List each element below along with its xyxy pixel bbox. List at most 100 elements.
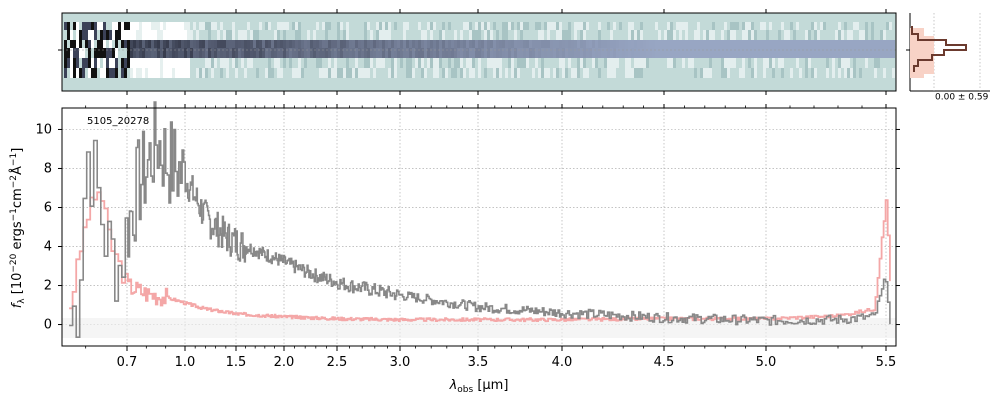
spectrum-2d-pixel <box>841 68 844 78</box>
spectrum-2d-pixel <box>100 30 103 40</box>
spectrum-2d-pixel <box>517 58 520 68</box>
spectrum-2d-pixel <box>211 22 214 30</box>
spectrum-2d-pixel <box>118 22 121 30</box>
spectrum-2d-pixel <box>715 22 718 30</box>
spectrum-2d-pixel <box>478 40 481 48</box>
spectrum-2d-pixel <box>808 40 811 48</box>
spectrum-2d-pixel <box>100 58 103 68</box>
spectrum-2d-pixel <box>472 40 475 48</box>
spectrum-2d-pixel <box>640 48 643 58</box>
spectrum-2d-pixel <box>115 30 118 40</box>
spectrum-2d-pixel <box>817 30 820 40</box>
spectrum-2d-pixel <box>892 40 895 48</box>
spectrum-2d-pixel <box>535 40 538 48</box>
spectrum-2d-pixel <box>403 30 406 40</box>
spectrum-2d-pixel <box>517 48 520 58</box>
spectrum-2d-pixel <box>133 48 136 58</box>
spectrum-2d-pixel <box>556 58 559 68</box>
spectrum-2d-pixel <box>532 30 535 40</box>
spectrum-2d-pixel <box>739 68 742 78</box>
spectrum-2d-pixel <box>481 40 484 48</box>
spectrum-2d-pixel <box>850 68 853 78</box>
spectrum-2d-pixel <box>70 30 73 40</box>
spectrum-2d-pixel <box>517 68 520 78</box>
spectrum-2d-pixel <box>106 48 109 58</box>
spectrum-2d-pixel <box>430 30 433 40</box>
spectrum-2d-pixel <box>451 40 454 48</box>
spectrum-2d-pixel <box>91 30 94 40</box>
spectrum-2d-pixel <box>373 48 376 58</box>
spectrum-2d-pixel <box>580 30 583 40</box>
spectrum-2d-pixel <box>580 22 583 30</box>
y-tick-label: 8 <box>44 161 52 176</box>
spectrum-2d-pixel <box>259 30 262 40</box>
spectrum-2d-pixel <box>244 40 247 48</box>
spectrum-2d-pixel <box>361 22 364 30</box>
spectrum-2d-pixel <box>793 58 796 68</box>
model-series <box>69 191 891 323</box>
spectrum-2d-pixel <box>226 68 229 78</box>
spectrum-2d-pixel <box>736 40 739 48</box>
spectrum-2d-pixel <box>751 30 754 40</box>
spectrum-2d-pixel <box>763 40 766 48</box>
spectrum-2d-pixel <box>112 22 115 30</box>
spectrum-2d-pixel <box>316 30 319 40</box>
x-tick-label: 0.7 <box>117 355 138 370</box>
spectrum-2d-pixel <box>256 22 259 30</box>
spectrum-2d-pixel <box>358 22 361 30</box>
spectrum-2d-pixel <box>655 22 658 30</box>
spectrum-2d-pixel <box>313 48 316 58</box>
spectrum-2d-pixel <box>202 30 205 40</box>
spectrum-2d-pixel <box>730 22 733 30</box>
spectrum-2d-pixel <box>778 58 781 68</box>
y-tick-label: 6 <box>44 200 52 215</box>
spectrum-2d-pixel <box>703 40 706 48</box>
spectrum-2d-pixel <box>643 68 646 78</box>
spectrum-2d-pixel <box>721 30 724 40</box>
spectrum-2d-pixel <box>574 48 577 58</box>
spectrum-2d-pixel <box>619 30 622 40</box>
spectrum-2d-pixel <box>877 48 880 58</box>
spectrum-2d-pixel <box>253 68 256 78</box>
spectrum-2d-pixel <box>619 22 622 30</box>
spectrum-2d-pixel <box>673 40 676 48</box>
spectrum-2d-pixel <box>820 22 823 30</box>
spectrum-2d-pixel <box>874 58 877 68</box>
spectrum-2d-pixel <box>724 58 727 68</box>
spectrum-2d-pixel <box>697 68 700 78</box>
spectrum-2d-pixel <box>424 48 427 58</box>
spectrum-2d-pixel <box>595 22 598 30</box>
spectrum-2d-pixel <box>853 22 856 30</box>
spectrum-2d-pixel <box>94 22 97 30</box>
spectrum-2d-pixel <box>148 68 151 78</box>
spectrum-2d-pixel <box>724 48 727 58</box>
spectrum-2d-pixel <box>682 40 685 48</box>
spectrum-2d-pixel <box>631 68 634 78</box>
spectrum-2d-pixel <box>220 48 223 58</box>
spectrum-2d-pixel <box>871 48 874 58</box>
spectrum-2d-pixel <box>121 58 124 68</box>
spectrum-2d-pixel <box>448 30 451 40</box>
spectrum-2d-pixel <box>841 58 844 68</box>
spectrum-2d-pixel <box>661 30 664 40</box>
spectrum-2d-pixel <box>451 58 454 68</box>
spectrum-2d-pixel <box>91 40 94 48</box>
spectrum-2d-pixel <box>82 68 85 78</box>
spectrum-2d-pixel <box>565 30 568 40</box>
spectrum-2d-pixel <box>697 22 700 30</box>
spectrum-2d-pixel <box>262 22 265 30</box>
spectrum-2d-pixel <box>664 48 667 58</box>
spectrum-2d-pixel <box>832 58 835 68</box>
spectrum-2d-pixel <box>700 58 703 68</box>
spectrum-2d-pixel <box>328 30 331 40</box>
spectrum-2d-pixel <box>487 48 490 58</box>
spectrum-2d-pixel <box>457 68 460 78</box>
spectrum-2d-pixel <box>115 48 118 58</box>
spectrum-2d-pixel <box>634 58 637 68</box>
spectrum-2d-pixel <box>271 58 274 68</box>
spectrum-2d-pixel <box>454 48 457 58</box>
spectrum-2d-pixel <box>241 68 244 78</box>
spectrum-2d-pixel <box>625 30 628 40</box>
spectrum-2d-pixel <box>805 58 808 68</box>
spectrum-2d-pixel <box>586 48 589 58</box>
